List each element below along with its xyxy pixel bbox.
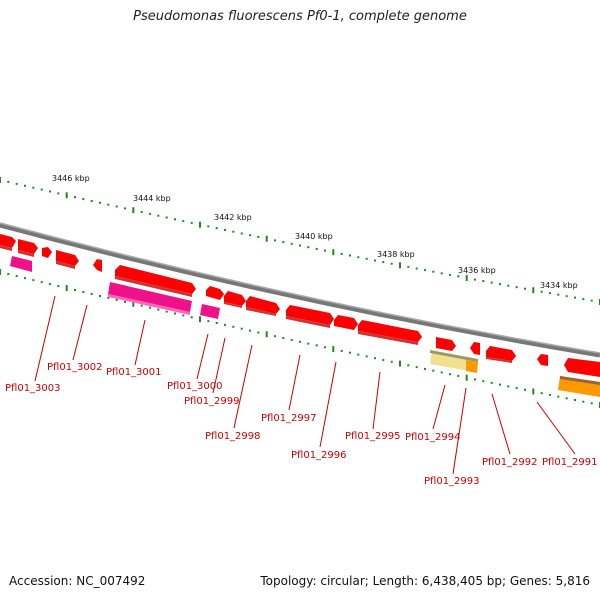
gene-block: [224, 291, 246, 306]
gene-label: Pfl01_3002: [47, 362, 103, 373]
gene-block: [564, 358, 600, 377]
gene-block: [93, 259, 102, 272]
gene-label: Pfl01_2999: [184, 396, 240, 407]
outer-scale-ticks: [0, 177, 600, 305]
kbp-label-3438: 3438 kbp: [377, 250, 415, 259]
gene-block: [470, 342, 480, 355]
kbp-label-3434: 3434 kbp: [540, 281, 578, 290]
gene-label: Pfl01_2994: [405, 432, 461, 443]
gene-block: [246, 296, 280, 314]
gene-block: [108, 282, 192, 312]
gene-block: [0, 234, 16, 248]
inner-scale-ticks: [0, 269, 600, 408]
kbp-label-3436: 3436 kbp: [458, 266, 496, 275]
kbp-label-3446: 3446 kbp: [52, 174, 90, 183]
gene-block: [358, 320, 422, 342]
gene-block: [115, 265, 196, 294]
gene-block: [206, 286, 224, 300]
kbp-label-3444: 3444 kbp: [133, 194, 171, 203]
gene-block: [56, 250, 79, 266]
gene-label: Pfl01_2998: [205, 431, 261, 442]
kbp-label-3440: 3440 kbp: [295, 232, 333, 241]
gene-label: Pfl01_2992: [482, 457, 538, 468]
gene-label: Pfl01_2996: [291, 450, 347, 461]
gene-label: Pfl01_3001: [106, 367, 162, 378]
accession-text: Accession: NC_007492: [9, 574, 146, 588]
map-title: Pseudomonas fluorescens Pf0-1, complete …: [133, 9, 467, 24]
gene-label: Pfl01_2991: [542, 457, 598, 468]
gene-block: [334, 315, 358, 330]
forward-genes: [0, 234, 600, 377]
gene-label: Pfl01_3003: [5, 383, 61, 394]
gene-block: [466, 360, 478, 373]
gene-block: [18, 239, 38, 254]
reverse-genes: [10, 256, 600, 397]
gene-label: Pfl01_2995: [345, 431, 401, 442]
gene-label: Pfl01_2993: [424, 476, 480, 487]
label-leader-lines: [34, 295, 576, 475]
gene-block: [486, 346, 516, 361]
gene-block: [286, 305, 334, 325]
genome-backbone: [0, 222, 600, 358]
gene-block: [537, 354, 548, 366]
gene-label: Pfl01_3000: [167, 381, 223, 392]
gene-label: Pfl01_2997: [261, 413, 317, 424]
genome-summary-text: Topology: circular; Length: 6,438,405 bp…: [260, 574, 590, 588]
gene-block: [42, 247, 52, 258]
gene-block: [10, 256, 32, 272]
gene-block: [200, 304, 220, 319]
kbp-label-3442: 3442 kbp: [214, 213, 252, 222]
gene-block: [436, 337, 456, 351]
